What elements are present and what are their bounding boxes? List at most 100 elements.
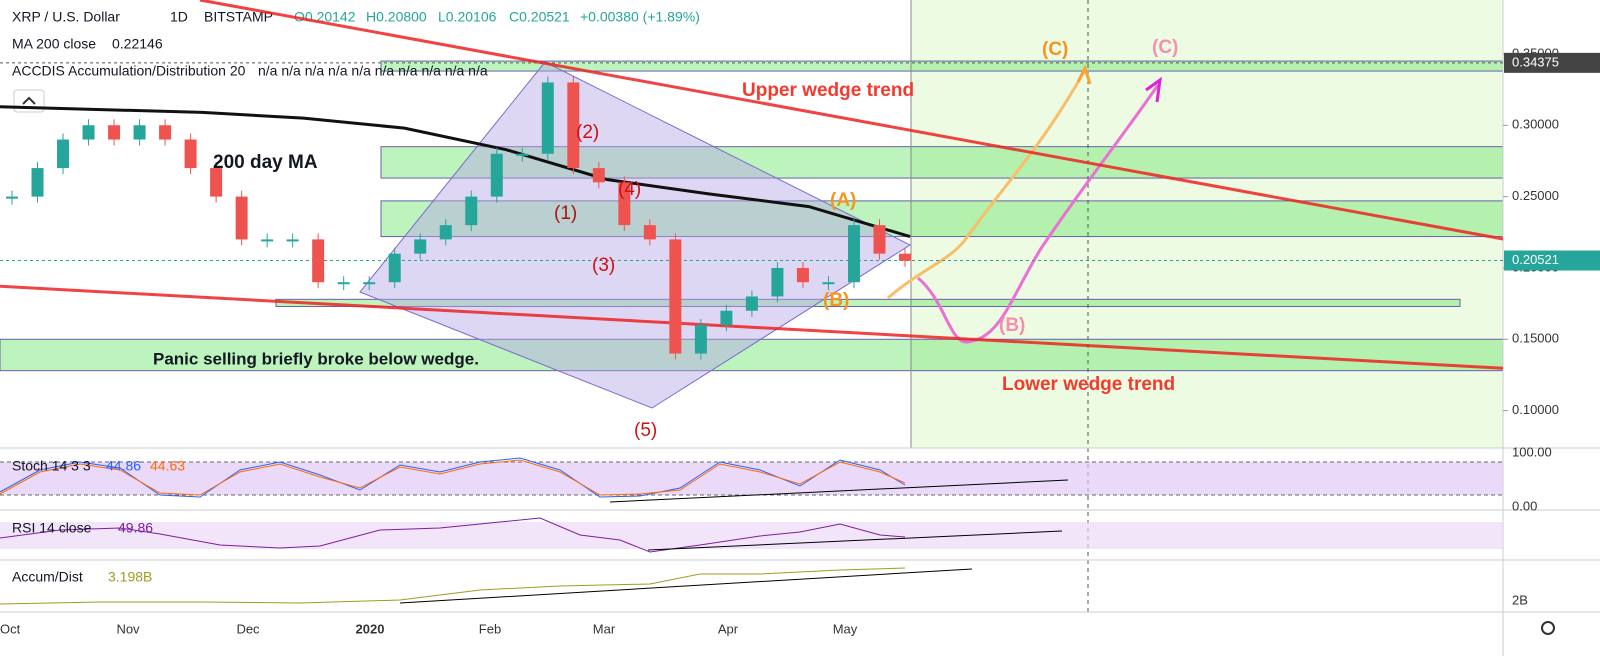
candle — [516, 153, 529, 156]
price-tick-label: 0.15000 — [1512, 331, 1559, 346]
stoch-bottom: 0.00 — [1512, 498, 1537, 513]
price-tick-label: 0.10000 — [1512, 402, 1559, 417]
candle — [337, 282, 350, 285]
time-label: Nov — [116, 621, 140, 636]
price-marker-box — [1504, 250, 1600, 271]
stoch-band — [0, 462, 1503, 495]
time-label: Mar — [593, 621, 616, 636]
arrow-pink — [1145, 76, 1162, 103]
wave-b-pink: (B) — [999, 315, 1025, 336]
upper-wedge-line — [199, 0, 1504, 241]
candle — [796, 267, 809, 283]
candle — [414, 239, 427, 254]
candle — [771, 267, 784, 297]
wave-3: (3) — [592, 255, 615, 276]
wave-c-orange: (C) — [1042, 39, 1068, 60]
time-label: 2020 — [356, 621, 385, 636]
projection-orange — [887, 69, 1087, 300]
time-label: Feb — [479, 621, 501, 636]
support-zone — [275, 298, 1461, 307]
exchange: BITSTAMP — [204, 9, 273, 25]
interval: 1D — [170, 9, 188, 25]
candle — [82, 125, 95, 140]
time-label: Dec — [236, 621, 260, 636]
candle — [31, 168, 44, 197]
candle — [312, 239, 325, 283]
candle — [490, 153, 503, 197]
price-tick-label: 0.30000 — [1512, 117, 1559, 132]
rsi-value: 49.86 — [118, 520, 153, 536]
candle — [618, 182, 631, 226]
upper-wedge-label: Upper wedge trend — [742, 80, 914, 101]
rsi-trend — [647, 530, 1063, 551]
ma-name: MA 200 close — [12, 36, 96, 52]
wave-5: (5) — [634, 420, 657, 441]
projection-pink — [917, 84, 1160, 344]
lower-wedge-line — [0, 284, 1504, 370]
accum-name: Accum/Dist — [12, 569, 83, 585]
ma-value: 0.22146 — [112, 36, 163, 52]
candle — [465, 196, 478, 226]
candle — [133, 125, 146, 140]
candle — [6, 196, 18, 199]
ohlc-high: H0.20800 — [366, 9, 427, 25]
ohlc-change: +0.00380 (+1.89%) — [580, 9, 700, 25]
rsi-band — [0, 522, 1503, 549]
candle — [669, 239, 682, 354]
rsi-name: RSI 14 close — [12, 520, 92, 536]
wave-4: (4) — [618, 179, 641, 200]
price-marker-box — [1504, 52, 1600, 73]
candle — [286, 239, 299, 242]
lower-wedge-label: Lower wedge trend — [1002, 374, 1175, 395]
annotations: Upper wedge trend Lower wedge trend 200 … — [153, 37, 1178, 441]
accum-tick: 2B — [1512, 592, 1528, 607]
candle — [210, 168, 223, 197]
candle — [159, 125, 172, 140]
accum-trend — [399, 568, 973, 604]
candle — [388, 253, 401, 283]
wave-c-pink: (C) — [1152, 37, 1178, 58]
wave-a: (A) — [830, 190, 856, 211]
stoch-k — [0, 457, 906, 498]
stoch-d — [0, 459, 906, 496]
candle — [873, 225, 886, 254]
price-tick-label: 0.25000 — [1512, 188, 1559, 203]
time-label: Apr — [718, 621, 739, 636]
stoch-d-value: 44.63 — [150, 458, 185, 474]
collapse-icon — [22, 96, 36, 105]
panic-label: Panic selling briefly broke below wedge. — [153, 349, 479, 368]
wave-b-orange: (B) — [823, 290, 849, 311]
candle — [847, 225, 860, 283]
time-label: Oct — [0, 621, 21, 636]
candle — [745, 296, 758, 311]
candle — [899, 253, 911, 261]
settings-icon[interactable] — [1541, 621, 1555, 635]
candle — [184, 139, 197, 169]
accum-line — [0, 567, 906, 605]
candle — [720, 310, 733, 326]
rsi-line — [0, 517, 906, 553]
stoch-top: 100.00 — [1512, 444, 1552, 459]
price-marker-label: 0.34375 — [1512, 54, 1559, 69]
stoch-name: Stoch 14 3 3 — [12, 458, 91, 474]
candle — [694, 325, 707, 354]
accdis-name: ACCDIS Accumulation/Distribution 20 — [12, 63, 246, 79]
candle — [363, 282, 376, 285]
time-label: May — [833, 621, 858, 636]
accdis-value: n/a n/a n/a n/a n/a n/a n/a n/a n/a n/a — [258, 63, 488, 79]
candle — [235, 196, 248, 240]
accum-value: 3.198B — [108, 569, 152, 585]
candle — [822, 282, 835, 285]
candle — [261, 239, 274, 242]
symbol: XRP / U.S. Dollar — [12, 9, 120, 25]
ohlc-close: C0.20521 — [509, 9, 570, 25]
ma-label: 200 day MA — [213, 152, 318, 173]
candle — [108, 125, 121, 140]
ohlc-low: L0.20106 — [438, 9, 497, 25]
candle — [643, 225, 656, 240]
support-zone — [380, 200, 1504, 238]
candle — [592, 168, 605, 183]
stoch-trend — [609, 479, 1069, 503]
